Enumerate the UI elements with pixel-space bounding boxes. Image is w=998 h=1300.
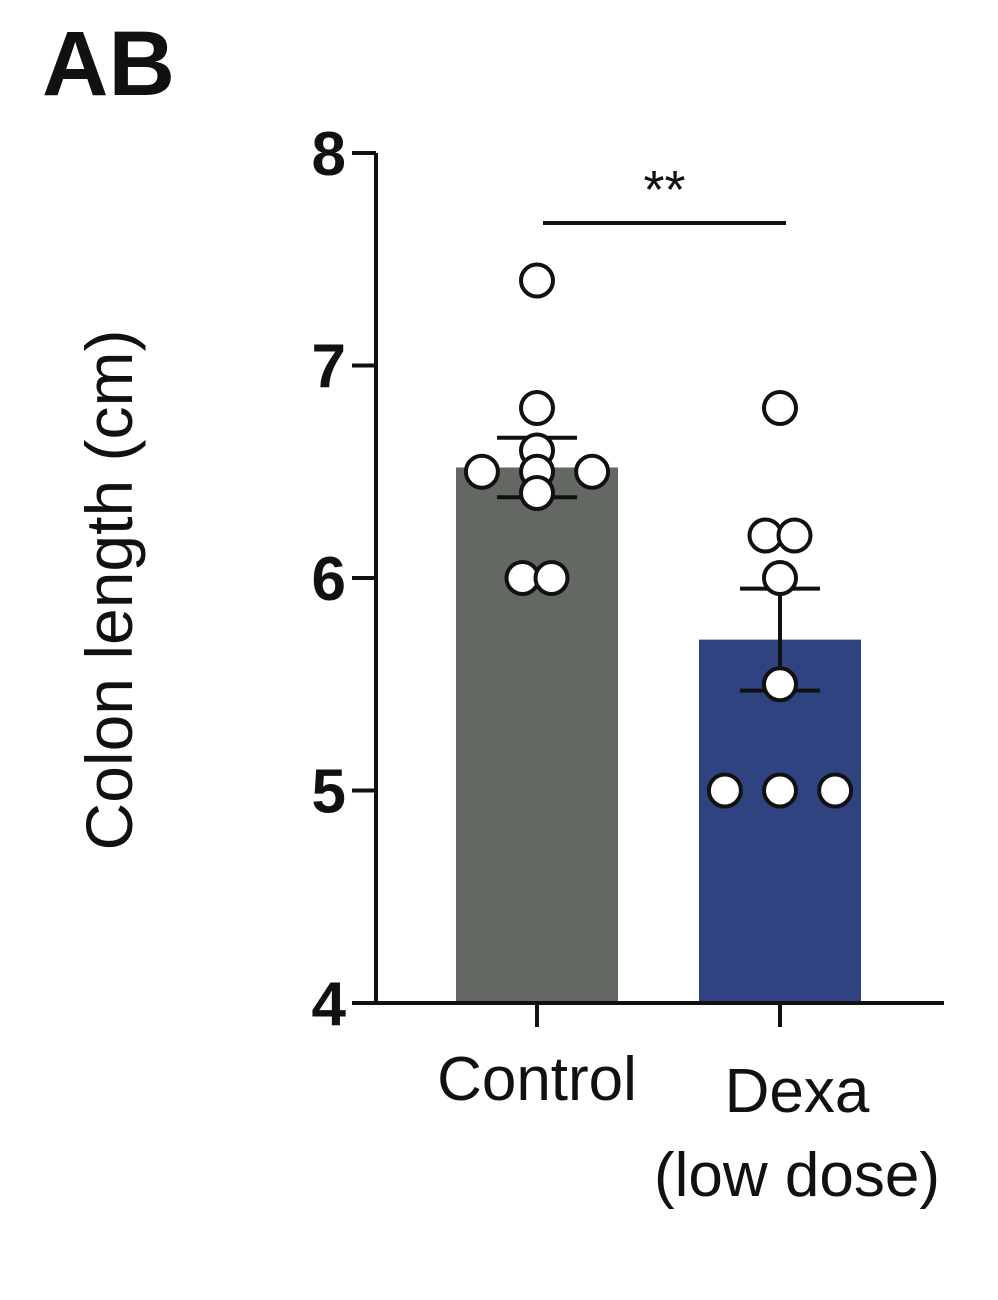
category-label: (low dose) bbox=[654, 1141, 940, 1210]
y-tick-label: 8 bbox=[312, 120, 346, 189]
data-point bbox=[519, 475, 555, 511]
significance-label: ** bbox=[643, 160, 685, 220]
data-point bbox=[762, 772, 798, 809]
y-tick-label: 7 bbox=[312, 333, 346, 402]
data-point bbox=[533, 560, 570, 596]
y-tick-label: 5 bbox=[312, 758, 346, 827]
data-point bbox=[817, 772, 854, 809]
data-point bbox=[776, 517, 813, 554]
data-point bbox=[519, 262, 555, 299]
data-point bbox=[762, 560, 798, 596]
category-label: Dexa bbox=[725, 1057, 870, 1126]
data-point bbox=[762, 666, 798, 703]
y-axis-label: Colon length (cm) bbox=[72, 330, 146, 851]
category-label: Control bbox=[437, 1045, 637, 1114]
data-point bbox=[706, 772, 743, 809]
data-point bbox=[519, 390, 555, 426]
panel-label: AB bbox=[42, 13, 175, 115]
y-tick-label: 6 bbox=[312, 545, 346, 614]
y-tick-label: 4 bbox=[312, 970, 347, 1039]
data-point bbox=[762, 390, 798, 426]
data-point bbox=[463, 453, 500, 490]
bar bbox=[456, 467, 618, 1003]
data-point bbox=[574, 453, 611, 490]
